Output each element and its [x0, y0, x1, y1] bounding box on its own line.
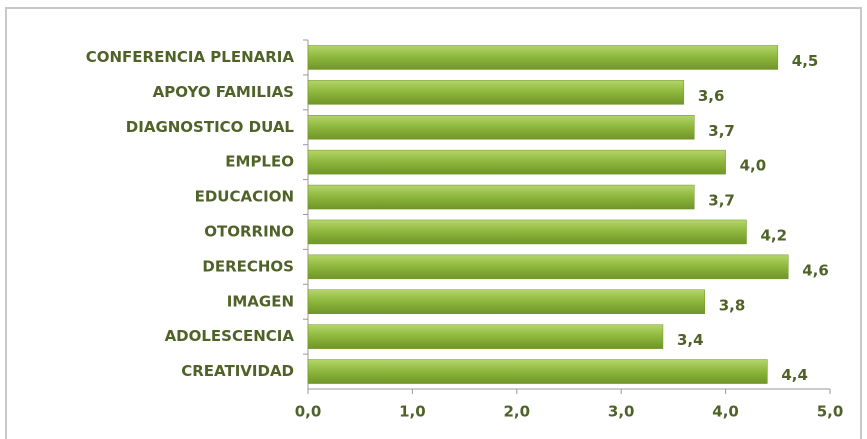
y-tick-label: DERECHOS — [202, 257, 294, 275]
bar — [307, 359, 768, 384]
bar — [307, 45, 779, 70]
data-label: 3,8 — [719, 296, 746, 314]
y-tick-label: APOYO FAMILIAS — [153, 83, 294, 101]
y-tick-label: ADOLESCENCIA — [165, 327, 295, 345]
y-tick-label: OTORRINO — [204, 222, 294, 240]
data-label: 4,6 — [802, 261, 829, 279]
x-tick-label: 4,0 — [712, 403, 739, 421]
bar — [307, 324, 664, 349]
x-tick-label: 5,0 — [817, 403, 844, 421]
y-tick-label: EDUCACION — [195, 188, 294, 206]
x-tick-label: 2,0 — [504, 403, 531, 421]
bar — [307, 289, 705, 314]
x-tick-label: 0,0 — [295, 403, 322, 421]
y-tick-label: CONFERENCIA PLENARIA — [86, 48, 295, 66]
bar — [307, 80, 685, 105]
data-label: 3,7 — [708, 192, 735, 210]
bar — [307, 115, 695, 140]
bar — [307, 184, 695, 210]
bar — [307, 219, 747, 245]
data-label: 3,6 — [698, 87, 725, 105]
x-tick-label: 1,0 — [399, 403, 426, 421]
y-tick-label: CREATIVIDAD — [181, 362, 294, 380]
y-tick-label: EMPLEO — [225, 153, 294, 171]
data-label: 3,7 — [708, 122, 735, 140]
bar — [307, 254, 789, 280]
data-label: 4,2 — [760, 226, 787, 244]
y-tick-label: IMAGEN — [227, 292, 294, 310]
data-label: 4,0 — [740, 157, 767, 175]
bar — [307, 149, 726, 175]
x-tick-label: 3,0 — [608, 403, 635, 421]
y-tick-label: DIAGNOSTICO DUAL — [126, 118, 295, 136]
data-label: 3,4 — [677, 331, 704, 349]
data-label: 4,5 — [792, 52, 819, 70]
data-label: 4,4 — [781, 366, 808, 384]
